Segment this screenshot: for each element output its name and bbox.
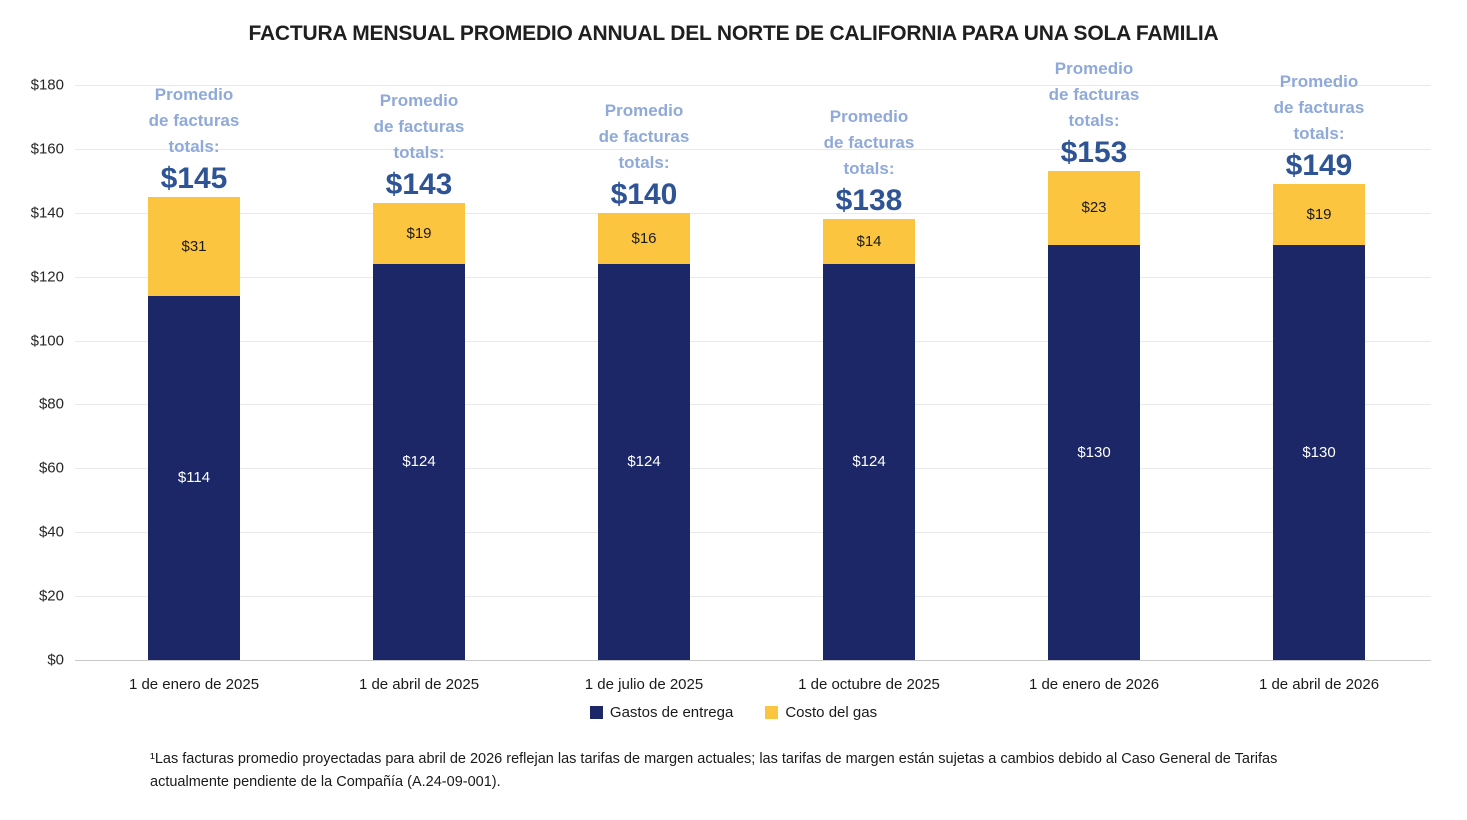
gridline: [75, 404, 1431, 406]
gridline: [75, 340, 1431, 342]
delivery-value-label: $130: [1302, 443, 1336, 461]
annotation-caption-line: de facturas: [148, 110, 240, 130]
total-annotation: Promedio de facturas totals: $145: [97, 82, 291, 195]
gas-segment: $14: [823, 219, 915, 264]
legend-item: Costo del gas: [765, 704, 877, 721]
gas-segment: $23: [1048, 171, 1140, 245]
x-axis-label: 1 de abril de 2025: [358, 676, 480, 693]
legend-label: Costo del gas: [785, 704, 878, 721]
gas-value-label: $16: [631, 229, 657, 247]
x-axis-label: 1 de enero de 2026: [1028, 676, 1160, 693]
delivery-segment: $130: [1273, 244, 1365, 660]
y-tick-label: $20: [38, 587, 64, 605]
y-tick-label: $0: [47, 651, 64, 669]
y-tick-label: $160: [30, 140, 64, 158]
annotation-caption-line: de facturas: [823, 133, 915, 153]
annotation-caption-line: de facturas: [598, 126, 690, 146]
delivery-value-label: $124: [402, 453, 436, 471]
gas-value-label: $19: [406, 225, 432, 243]
total-annotation: Promedio de facturas totals: $138: [772, 104, 966, 217]
delivery-segment: $124: [598, 263, 690, 660]
total-annotation: Promedio de facturas totals: $149: [1222, 69, 1416, 182]
gridline: [75, 532, 1431, 534]
annotation-caption-line: Promedio: [829, 107, 909, 127]
legend-swatch-gas: [765, 706, 779, 719]
delivery-segment: $114: [148, 295, 240, 660]
x-axis-label: 1 de julio de 2025: [584, 676, 704, 693]
gas-segment: $16: [598, 212, 690, 264]
gas-value-label: $14: [856, 233, 882, 251]
annotation-caption-line: Promedio: [1279, 72, 1359, 92]
annotation-caption-line: totals:: [618, 152, 670, 172]
delivery-value-label: $124: [627, 453, 661, 471]
annotation-total: $149: [1285, 149, 1353, 183]
annotation-caption-line: totals:: [1293, 124, 1345, 144]
legend: Gastos de entrega Costo del gas: [0, 704, 1467, 721]
annotation-caption-line: totals:: [168, 136, 220, 156]
gas-segment: $19: [373, 203, 465, 264]
delivery-value-label: $124: [852, 453, 886, 471]
y-tick-label: $120: [30, 268, 64, 286]
annotation-caption-line: totals:: [843, 159, 895, 179]
gridline: [75, 468, 1431, 470]
annotation-caption-line: de facturas: [1273, 98, 1365, 118]
total-annotation: Promedio de facturas totals: $140: [547, 98, 741, 211]
annotation-total: $153: [1060, 136, 1128, 170]
annotation-total: $145: [160, 161, 228, 195]
annotation-caption-line: Promedio: [604, 100, 684, 120]
y-tick-label: $40: [38, 523, 64, 541]
annotation-caption-line: de facturas: [1048, 85, 1140, 105]
annotation-caption-line: de facturas: [373, 117, 465, 137]
annotation-caption-line: totals:: [1068, 111, 1120, 131]
x-axis-label: 1 de enero de 2025: [128, 676, 260, 693]
delivery-segment: $124: [373, 263, 465, 660]
x-axis-label: 1 de octubre de 2025: [798, 676, 940, 693]
legend-swatch-delivery: [589, 706, 603, 719]
delivery-segment: $130: [1048, 244, 1140, 660]
gridline: [75, 276, 1431, 278]
gridline: [75, 148, 1431, 150]
legend-item: Gastos de entrega: [589, 704, 734, 721]
gas-segment: $19: [1273, 184, 1365, 245]
chart-title: FACTURA MENSUAL PROMEDIO ANNUAL DEL NORT…: [248, 22, 1219, 45]
gridline: [75, 85, 1431, 86]
legend-label: Gastos de entrega: [609, 704, 734, 721]
gridline: [75, 596, 1431, 598]
annotation-total: $140: [610, 177, 678, 211]
y-tick-label: $100: [30, 332, 64, 350]
delivery-segment: $124: [823, 263, 915, 660]
y-tick-label: $140: [30, 204, 64, 222]
footnote: ¹Las facturas promedio proyectadas para …: [150, 751, 1278, 791]
y-tick-label: $60: [38, 459, 64, 477]
gas-segment: $31: [148, 196, 240, 296]
y-tick-label: $80: [38, 395, 64, 413]
total-annotation: Promedio de facturas totals: $143: [322, 88, 516, 201]
annotation-caption-line: Promedio: [379, 91, 459, 111]
y-tick-label: $180: [30, 76, 64, 94]
x-axis-label: 1 de abril de 2026: [1258, 676, 1380, 693]
annotation-total: $143: [385, 168, 453, 202]
gridline: [75, 212, 1431, 214]
annotation-caption-line: Promedio: [1054, 59, 1134, 79]
delivery-value-label: $130: [1077, 443, 1111, 461]
annotation-total: $138: [835, 184, 903, 218]
gas-value-label: $19: [1306, 205, 1332, 223]
annotation-caption-line: totals:: [393, 143, 445, 163]
gridline: [75, 660, 1431, 661]
delivery-value-label: $114: [177, 469, 211, 487]
annotation-caption-line: Promedio: [154, 84, 234, 104]
gas-value-label: $23: [1081, 199, 1107, 217]
total-annotation: Promedio de facturas totals: $153: [997, 56, 1191, 169]
gas-value-label: $31: [181, 237, 207, 255]
